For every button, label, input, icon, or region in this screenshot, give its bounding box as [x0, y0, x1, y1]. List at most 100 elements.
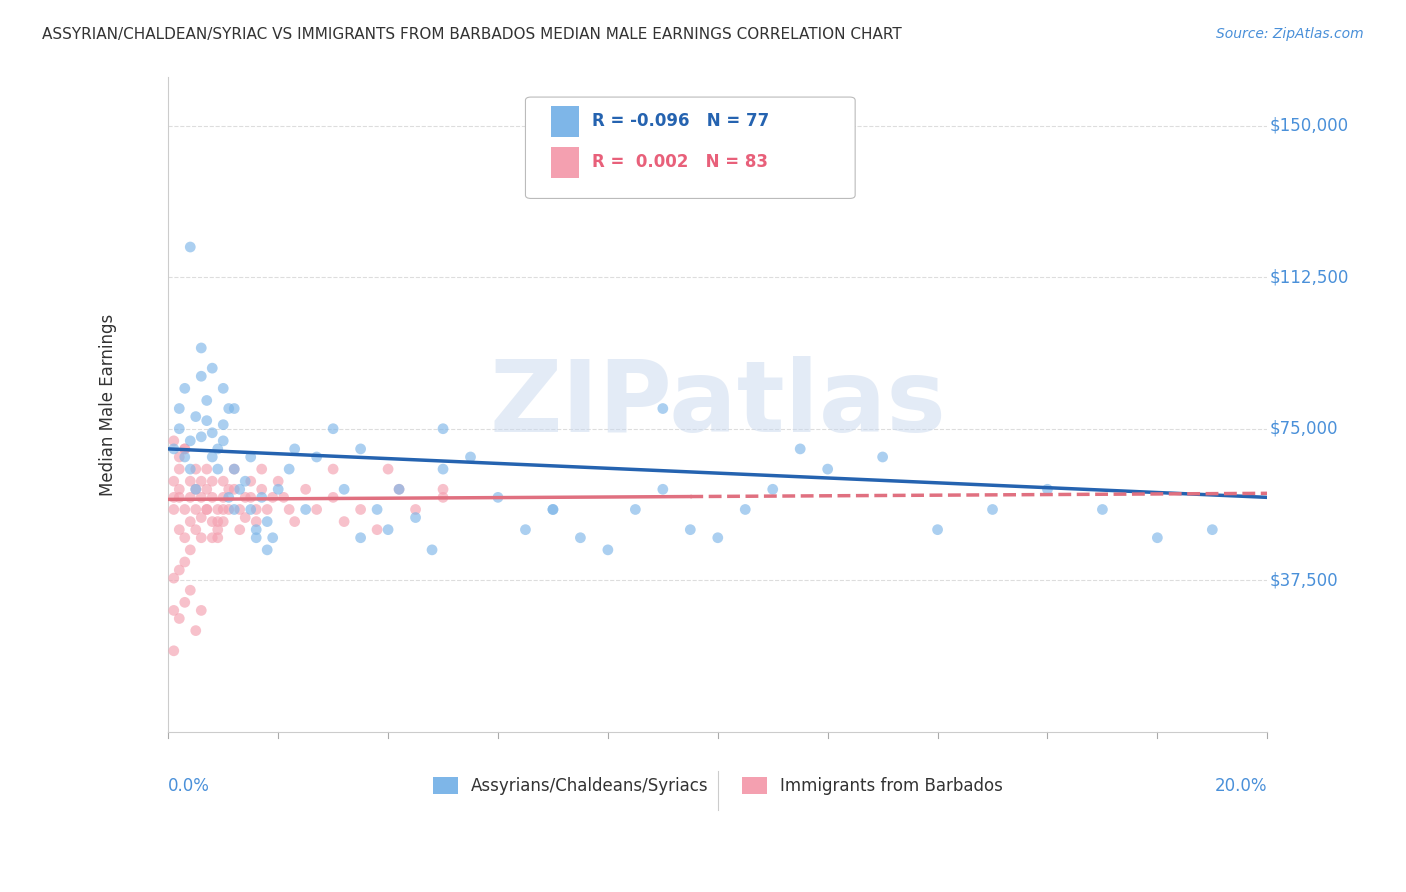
Point: [201, 474, 224, 488]
Point: [432, 462, 454, 476]
Point: [284, 515, 307, 529]
Point: [250, 483, 273, 497]
Point: [239, 450, 262, 464]
Point: [256, 542, 278, 557]
Point: [184, 502, 207, 516]
Point: [377, 523, 399, 537]
Text: $150,000: $150,000: [1270, 117, 1348, 135]
Point: [179, 474, 201, 488]
Point: [195, 502, 218, 516]
Point: [201, 491, 224, 505]
Point: [179, 240, 201, 254]
Point: [1201, 523, 1223, 537]
Point: [250, 462, 273, 476]
Point: [173, 442, 195, 456]
Point: [190, 369, 212, 384]
Text: R = -0.096   N = 77: R = -0.096 N = 77: [592, 112, 769, 130]
Text: R =  0.002   N = 83: R = 0.002 N = 83: [592, 153, 769, 171]
Point: [212, 417, 235, 432]
Point: [229, 523, 252, 537]
Point: [169, 491, 191, 505]
Point: [163, 502, 186, 516]
Point: [229, 502, 252, 516]
Point: [224, 462, 246, 476]
Point: [333, 515, 356, 529]
Point: [651, 483, 673, 497]
Point: [207, 442, 229, 456]
Point: [179, 515, 201, 529]
Point: [515, 523, 537, 537]
Point: [163, 571, 186, 585]
Point: [305, 502, 328, 516]
Point: [294, 502, 316, 516]
Point: [173, 450, 195, 464]
Point: [169, 563, 191, 577]
Point: [624, 502, 647, 516]
Point: [207, 502, 229, 516]
Point: [245, 523, 267, 537]
Text: 20.0%: 20.0%: [1215, 777, 1267, 796]
Point: [169, 450, 191, 464]
Point: [201, 425, 224, 440]
Point: [207, 515, 229, 529]
Point: [224, 401, 246, 416]
Point: [366, 523, 388, 537]
Text: Median Male Earnings: Median Male Earnings: [98, 313, 117, 496]
Point: [1036, 483, 1059, 497]
Point: [388, 483, 411, 497]
Point: [190, 430, 212, 444]
Text: 0.0%: 0.0%: [169, 777, 209, 796]
Point: [163, 442, 186, 456]
Point: [169, 422, 191, 436]
Point: [432, 422, 454, 436]
Point: [405, 502, 427, 516]
Point: [333, 483, 356, 497]
Point: [190, 474, 212, 488]
FancyBboxPatch shape: [551, 105, 579, 137]
Point: [651, 401, 673, 416]
Point: [278, 462, 301, 476]
Point: [388, 483, 411, 497]
Point: [294, 483, 316, 497]
Point: [169, 523, 191, 537]
Point: [256, 515, 278, 529]
Point: [762, 483, 785, 497]
Point: [734, 502, 756, 516]
Legend: Assyrians/Chaldeans/Syriacs, Immigrants from Barbados: Assyrians/Chaldeans/Syriacs, Immigrants …: [426, 770, 1010, 802]
Point: [239, 491, 262, 505]
FancyBboxPatch shape: [551, 147, 579, 178]
Point: [212, 502, 235, 516]
Point: [184, 624, 207, 638]
Point: [256, 502, 278, 516]
Point: [190, 510, 212, 524]
Point: [273, 491, 295, 505]
Point: [179, 462, 201, 476]
Point: [169, 462, 191, 476]
Point: [184, 462, 207, 476]
Point: [541, 502, 564, 516]
Point: [245, 515, 267, 529]
Text: $112,500: $112,500: [1270, 268, 1348, 286]
Point: [432, 483, 454, 497]
Point: [169, 483, 191, 497]
Point: [377, 462, 399, 476]
Point: [173, 595, 195, 609]
Point: [218, 491, 240, 505]
Point: [239, 502, 262, 516]
Point: [284, 442, 307, 456]
Point: [233, 474, 256, 488]
Point: [163, 474, 186, 488]
Point: [420, 542, 443, 557]
Point: [262, 531, 284, 545]
Point: [212, 491, 235, 505]
Point: [349, 531, 371, 545]
Point: [173, 381, 195, 395]
Point: [322, 462, 344, 476]
Point: [486, 491, 509, 505]
Point: [229, 483, 252, 497]
Point: [245, 502, 267, 516]
Point: [224, 462, 246, 476]
Point: [184, 409, 207, 424]
Point: [212, 434, 235, 448]
Point: [267, 474, 290, 488]
